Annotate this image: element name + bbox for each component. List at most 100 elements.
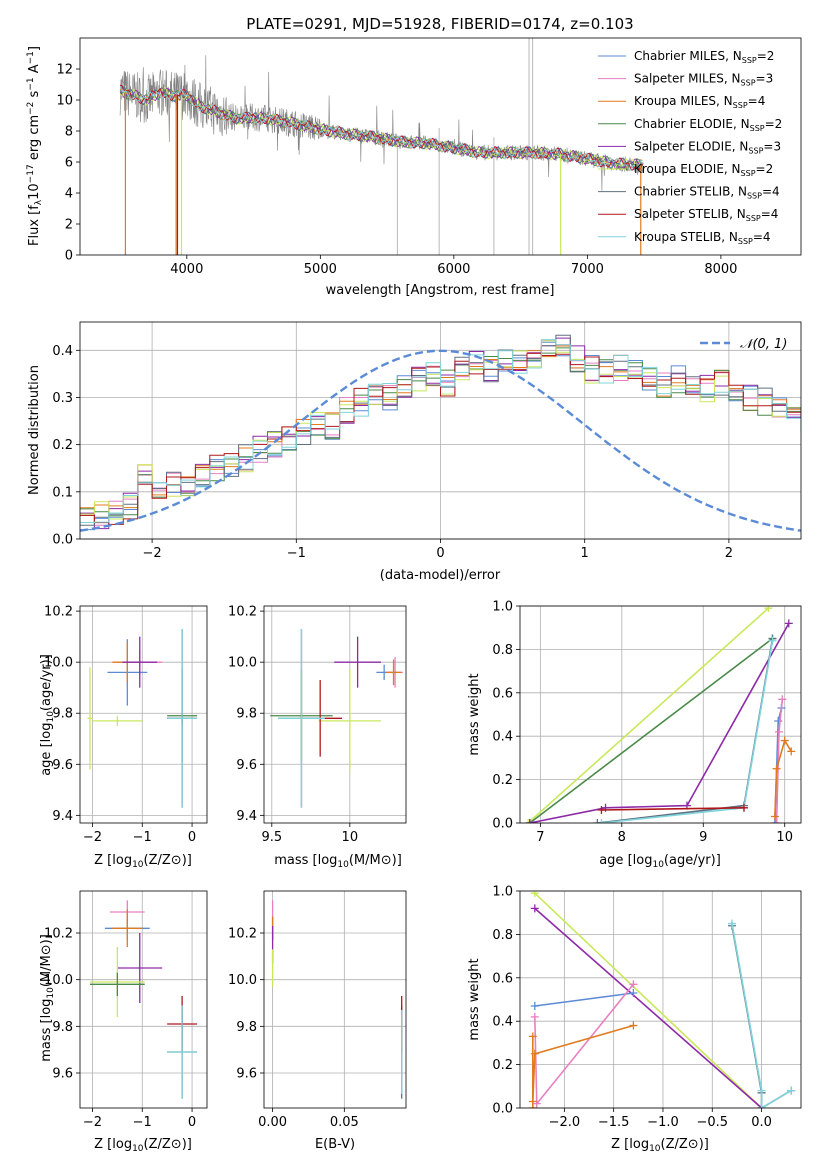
- y-tick-label: 8: [65, 125, 73, 140]
- mass_weight_vs_metallicity-panel: −2.0 −1.5 −1.0 −0.5 0.0 0.0 0.2 0.4 0.6 0.8 1.0 mas…: [467, 885, 802, 1154]
- mass_weight_vs_metallicity-plot-area: [528, 891, 796, 1108]
- mass-weight-marker: [772, 764, 781, 773]
- y-tick-label: 0.6: [492, 971, 513, 986]
- y-tick-label: 0.4: [492, 1015, 513, 1030]
- x-tick-label: 4000: [170, 262, 203, 277]
- spectrum-legend: Chabrier MILES, NSSP=2 Salpeter MILES, NS…: [598, 49, 782, 246]
- y-tick-label: 2: [65, 218, 73, 233]
- y-tick-label: 10.2: [44, 605, 73, 620]
- mass-weight-marker: [524, 819, 533, 823]
- x-tick-label: 5000: [304, 262, 337, 277]
- mass-weight-marker: [528, 1104, 537, 1108]
- y-axis-label: mass weight: [467, 958, 482, 1040]
- mass_vs_ebv-panel: 0.00 0.05 9.6 9.8 10.0 10.2 E(B-V): [228, 890, 407, 1152]
- mass-weight-marker: [597, 819, 606, 823]
- x-tick-label: −1: [133, 830, 152, 845]
- axes-frame: [79, 890, 208, 1109]
- x-tick-label: −1.0: [647, 1115, 679, 1130]
- mass-weight-marker: [787, 1086, 796, 1095]
- x-tick-label: 0: [188, 830, 196, 845]
- mass-weight-marker: [525, 819, 534, 823]
- legend-label: Chabrier STELIB, NSSP=4: [634, 185, 780, 201]
- y-axis-label: age [log10(age/yr)]: [39, 654, 56, 776]
- legend-label: Kroupa ELODIE, NSSP=2: [634, 162, 773, 178]
- x-tick-label: 0.05: [330, 1115, 359, 1130]
- legend-label: Salpeter STELIB, NSSP=4: [634, 207, 778, 223]
- spectrum-panel: 4000 5000 6000 7000 8000 0 2 4 6 8 10 12 Chabrier MI…: [26, 37, 802, 298]
- x-tick-label: −0.5: [696, 1115, 728, 1130]
- y-tick-label: 0.8: [492, 643, 513, 658]
- x-axis-label: E(B-V): [315, 1137, 355, 1152]
- x-tick-label: 6000: [437, 262, 470, 277]
- y-tick-label: 9.6: [236, 1067, 257, 1082]
- y-axis-label: Flux [fλ10−17 erg cm−2 s−1 A−1]: [26, 46, 44, 246]
- x-tick-label: 10: [342, 830, 359, 845]
- mass_vs_metallicity-panel: −2 −1 0 9.6 9.8 10.0 10.2 Z [log10(Z/Z⊙)] mass […: [39, 890, 208, 1154]
- x-tick-label: −2: [83, 830, 102, 845]
- mass-weight-marker: [530, 891, 539, 898]
- figure-title: PLATE=0291, MJD=51928, FIBERID=0174, z=0…: [246, 15, 633, 33]
- y-tick-label: 9.8: [52, 707, 73, 722]
- mass-weight-line: [534, 992, 634, 1007]
- mass-weight-line: [534, 983, 635, 1106]
- y-tick-label: 10.0: [228, 973, 257, 988]
- legend-label: Kroupa STELIB, NSSP=4: [634, 230, 771, 246]
- y-tick-label: 0.1: [52, 485, 73, 500]
- mass_weight_vs_age-panel: 7 8 9 10 0.0 0.2 0.4 0.6 0.8 1.0 mass weight age [l…: [467, 600, 802, 870]
- y-tick-label: 0.4: [492, 730, 513, 745]
- mass-weight-line: [601, 640, 774, 823]
- mass-weight-marker: [530, 1002, 539, 1011]
- y-tick-label: 0.0: [52, 533, 73, 548]
- legend-label: Kroupa MILES, NSSP=4: [634, 94, 765, 110]
- mass-weight-marker: [787, 747, 796, 756]
- mass-weight-marker: [768, 636, 777, 645]
- mass-weight-line: [774, 738, 792, 817]
- mass-weight-marker: [784, 619, 793, 628]
- model-spectrum-line: [119, 86, 643, 172]
- y-tick-label: 9.4: [52, 809, 73, 824]
- axes-frame: [519, 605, 802, 824]
- legend-label: Salpeter MILES, NSSP=3: [634, 72, 773, 88]
- x-tick-label: 0: [188, 1115, 196, 1130]
- mass-weight-marker: [739, 803, 748, 812]
- residuals-panel: −2 −1 0 1 2 0.0 0.1 0.2 0.3 0.4 𝒩(0, 1) (data-model…: [27, 321, 802, 583]
- y-tick-label: 10: [56, 94, 73, 109]
- observed-spectrum-line: [119, 55, 644, 191]
- mass-weight-line: [731, 923, 792, 1108]
- axes-frame: [79, 605, 208, 824]
- mass-weight-marker: [778, 695, 787, 704]
- x-tick-label: −2: [143, 546, 162, 561]
- age_vs_mass-panel: 9.5 10 9.4 9.6 9.8 10.0 10.2 mass [log10(M/M⊙)]: [228, 605, 407, 870]
- x-axis-label: wavelength [Angstrom, rest frame]: [326, 283, 555, 298]
- y-tick-label: 0: [65, 249, 73, 264]
- age_vs_mass-plot-area: [270, 628, 403, 808]
- y-tick-label: 0.2: [492, 773, 513, 788]
- x-axis-label: age [log10(age/yr)]: [599, 853, 721, 870]
- y-tick-label: 1.0: [492, 885, 513, 900]
- legend-label: Salpeter ELODIE, NSSP=3: [634, 139, 781, 155]
- residual-histogram: [80, 339, 801, 523]
- y-tick-label: 9.4: [236, 809, 257, 824]
- y-tick-label: 0.0: [492, 1102, 513, 1117]
- x-tick-label: 0: [436, 546, 444, 561]
- x-tick-label: 0.00: [258, 1115, 287, 1130]
- mass-weight-line: [529, 623, 790, 823]
- residual-histogram: [80, 334, 801, 526]
- y-tick-label: 10.2: [44, 927, 73, 942]
- y-tick-label: 0.0: [492, 817, 513, 832]
- y-axis-label: mass weight: [467, 673, 482, 755]
- x-axis-label: Z [log10(Z/Z⊙)]: [611, 1137, 709, 1154]
- y-tick-label: 9.8: [52, 1020, 73, 1035]
- axes-frame: [263, 605, 407, 824]
- mass-weight-marker: [597, 805, 606, 814]
- x-tick-label: 8000: [704, 262, 737, 277]
- y-tick-label: 10.0: [44, 973, 73, 988]
- x-tick-label: 0.0: [751, 1115, 772, 1130]
- mass-weight-marker: [530, 1049, 539, 1058]
- x-axis-label: mass [log10(M/M⊙)]: [274, 853, 402, 870]
- y-tick-label: 0.3: [52, 391, 73, 406]
- mass-weight-line: [527, 607, 769, 823]
- x-tick-label: −1: [133, 1115, 152, 1130]
- axes-frame: [263, 890, 407, 1109]
- mass-weight-marker: [629, 988, 638, 997]
